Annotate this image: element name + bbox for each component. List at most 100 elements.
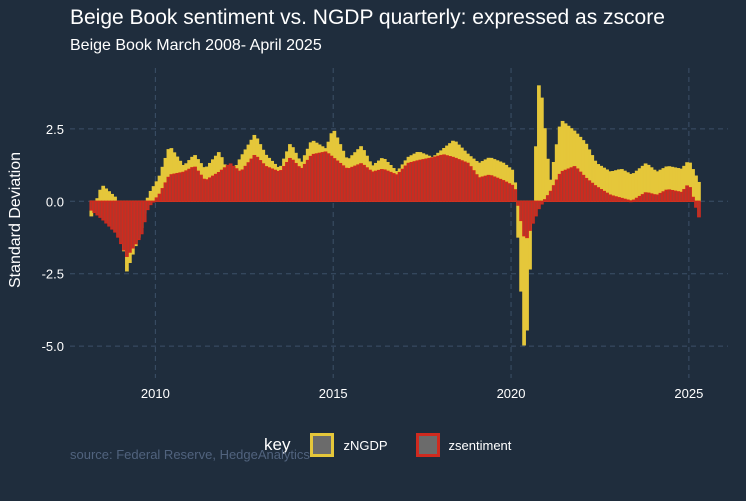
x-tick-label: 2015 (319, 386, 348, 401)
bar-zsentiment (572, 166, 577, 202)
bar-zsentiment (483, 175, 488, 202)
bar-zsentiment (130, 200, 135, 249)
bar-zsentiment (311, 153, 316, 202)
bar-zsentiment (474, 174, 479, 202)
bar-zsentiment (157, 193, 162, 202)
bar-zsentiment (222, 167, 227, 202)
bar-zsentiment (427, 157, 432, 202)
legend-item-zsentiment: zsentiment (415, 433, 512, 457)
bar-zsentiment (252, 154, 257, 202)
y-tick-label: -2.5 (42, 267, 64, 282)
bar-zsentiment (587, 180, 592, 202)
bar-zngdp (539, 97, 544, 202)
bar-zsentiment (391, 173, 396, 202)
bar-zsentiment (362, 164, 366, 202)
bar-zsentiment (486, 174, 491, 202)
bar-zngdp (101, 185, 106, 202)
bar-zngdp (516, 200, 521, 238)
bar-zsentiment (593, 185, 598, 202)
bar-zsentiment (154, 197, 159, 202)
bar-zsentiment (513, 189, 518, 202)
bar-zsentiment (617, 197, 621, 202)
bar-zsentiment (575, 168, 580, 202)
bar-zsentiment (480, 176, 485, 202)
bar-zsentiment (237, 170, 242, 202)
bar-zsentiment (296, 166, 301, 202)
bar-zsentiment (341, 165, 346, 202)
bar-zsentiment (424, 158, 429, 202)
bar-zsentiment (276, 170, 280, 202)
bar-zsentiment (119, 200, 123, 245)
bar-zsentiment (110, 200, 114, 230)
bar-zsentiment (136, 200, 141, 241)
bar-zsentiment (691, 196, 695, 202)
bar-zsentiment (406, 162, 411, 202)
bar-zsentiment (213, 173, 218, 202)
bar-zsentiment (504, 181, 509, 202)
bar-zsentiment (169, 174, 174, 202)
y-tick-label: 2.5 (46, 122, 64, 137)
bar-zsentiment (412, 161, 417, 202)
bar-zsentiment (457, 159, 461, 202)
bar-zsentiment (661, 191, 666, 202)
bar-zsentiment (560, 170, 565, 202)
bar-zsentiment (385, 170, 390, 202)
bar-zsentiment (631, 199, 636, 202)
bar-zsentiment (451, 156, 455, 202)
legend-swatch-zngdp (310, 433, 335, 457)
bar-zsentiment (548, 190, 553, 202)
bar-zsentiment (436, 155, 440, 202)
bar-zsentiment (208, 177, 212, 202)
bar-zsentiment (634, 197, 639, 202)
bar-zngdp (634, 170, 639, 202)
bar-zngdp (104, 188, 109, 202)
bar-zsentiment (534, 200, 538, 217)
bar-zsentiment (525, 200, 529, 239)
bar-zsentiment (163, 182, 168, 202)
bar-zsentiment (569, 167, 574, 202)
bar-zngdp (622, 170, 627, 202)
bar-zngdp (107, 191, 111, 202)
bar-zsentiment (664, 189, 669, 202)
bar-zsentiment (498, 178, 503, 202)
bar-zngdp (110, 193, 114, 202)
legend-label-zsentiment: zsentiment (448, 437, 512, 453)
bar-zsentiment (228, 163, 233, 202)
bar-zsentiment (240, 169, 245, 202)
bar-zsentiment (433, 156, 438, 202)
bar-zsentiment (95, 200, 100, 216)
bar-zsentiment (323, 151, 328, 202)
bar-zsentiment (519, 200, 523, 222)
bar-zsentiment (489, 175, 494, 202)
bar-zsentiment (477, 177, 482, 202)
bar-zsentiment (459, 160, 464, 202)
bar-zsentiment (501, 180, 506, 202)
bar-zsentiment (249, 158, 254, 202)
bar-zsentiment (175, 172, 180, 202)
bar-zsentiment (625, 199, 630, 202)
bar-zngdp (537, 85, 541, 202)
bar-zsentiment (317, 152, 322, 202)
source-note: source: Federal Reserve, HedgeAnalytics (70, 447, 310, 462)
bar-zsentiment (305, 159, 310, 202)
bar-zsentiment (267, 167, 272, 202)
bar-zsentiment (92, 200, 97, 214)
x-tick-label: 2025 (674, 386, 703, 401)
y-tick-label: 0.0 (46, 194, 64, 209)
bar-zsentiment (667, 189, 672, 202)
bar-zsentiment (187, 168, 192, 202)
bar-zsentiment (344, 167, 349, 202)
bar-zsentiment (643, 192, 648, 202)
bar-zsentiment (448, 156, 452, 202)
bar-zsentiment (193, 166, 197, 202)
bar-zngdp (625, 172, 630, 202)
bar-zsentiment (670, 189, 675, 202)
bar-zsentiment (465, 162, 470, 202)
bar-zsentiment (285, 161, 289, 202)
bar-zsentiment (332, 158, 337, 202)
bar-zsentiment (258, 160, 263, 202)
bar-zsentiment (139, 200, 144, 235)
legend-item-zngdp: zNGDP (310, 433, 388, 457)
bar-zsentiment (145, 200, 150, 211)
bar-zsentiment (104, 200, 109, 224)
